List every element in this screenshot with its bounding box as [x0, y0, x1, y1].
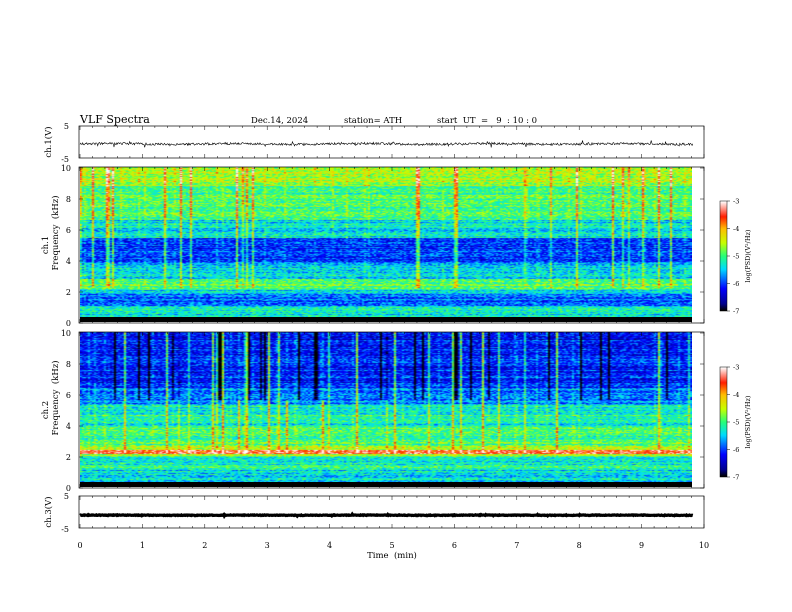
ch2-channel-label: ch.2	[41, 401, 51, 419]
time-tick-label: 6	[452, 541, 457, 550]
ch1-colorbar-ticks: -3 -4 -5 -6 -7	[727, 198, 739, 316]
frequency-tick-label: 6	[66, 391, 71, 400]
time-tick-label: 1	[140, 541, 145, 550]
ch1-zero-band	[80, 317, 692, 322]
time-tick-label: 8	[577, 541, 582, 550]
colorbar-tick-label: -4	[733, 225, 739, 233]
ch2-spectrogram-image	[80, 332, 692, 484]
ch1-colorbar-gradient	[720, 201, 727, 311]
time-tick-label: 7	[514, 541, 519, 550]
ch1-ylabel: ch.1(V)	[43, 126, 54, 157]
colorbar-tick-label: -4	[733, 391, 739, 399]
frequency-tick-label: 8	[66, 360, 71, 369]
time-tick-label: 5	[389, 541, 394, 550]
colorbar-tick-label: -6	[733, 446, 739, 454]
ch1-spectrogram-image	[80, 167, 692, 319]
ch2-frequency-ticks: 0 2 4 6 8 10	[61, 329, 704, 493]
figure-title: VLF Spectra	[79, 113, 150, 126]
ch1-spectrogram-frame	[78, 166, 705, 324]
ch3-waveform-panel: 5 -5 ch.3(V)	[43, 492, 705, 534]
frequency-tick-label: 4	[66, 422, 71, 431]
ch1-frequency-label: Frequency (kHz)	[50, 195, 61, 270]
ch3-waveform-ticks	[79, 496, 705, 528]
ch1-frequency-ticks: 0 2 4 6 8 10	[61, 164, 704, 328]
colorbar-tick-label: -3	[733, 198, 739, 206]
colorbar-tick-label: -6	[733, 280, 739, 288]
ch2-zero-band	[80, 482, 692, 487]
time-tick-label: 0	[77, 541, 82, 550]
frequency-tick-label: 10	[61, 164, 71, 173]
colorbar-tick-label: -5	[733, 253, 739, 261]
frequency-tick-label: 6	[66, 226, 71, 235]
frequency-tick-label: 2	[66, 288, 71, 297]
frequency-tick-label: 10	[61, 329, 71, 338]
ch2-spectrogram-frame	[78, 331, 705, 489]
time-tick-label: 4	[327, 541, 332, 550]
colorbar-tick-label: -5	[733, 419, 739, 427]
time-tick-label: 10	[699, 541, 709, 550]
ch2-spectrogram-ticks	[79, 332, 705, 488]
ch1-waveform-panel: 5 -5 ch.1(V)	[43, 122, 705, 164]
time-tick-label: 3	[265, 541, 270, 550]
ch1-waveform-ticks	[79, 126, 705, 158]
ch1-colorbar-label: log(PSD)(V²/Hz)	[744, 229, 752, 282]
time-tick-label: 9	[639, 541, 644, 550]
ch2-colorbar: -3 -4 -5 -6 -7 log(PSD)(V²/Hz)	[719, 364, 752, 482]
ch1-ytick-top: 5	[64, 122, 69, 131]
ch1-colorbar: -3 -4 -5 -6 -7 log(PSD)(V²/Hz)	[719, 198, 752, 316]
ch1-spectrogram-panel: 0 2 4 6 8 10 ch.1 Frequency (kHz)	[41, 164, 705, 328]
start-ut-label: start UT = 9 : 10 : 0	[437, 116, 537, 126]
time-axis-tick-labels: 0 1 2 3 4 5 6 7 8 9 10	[77, 541, 709, 550]
frequency-tick-label: 2	[66, 453, 71, 462]
ch1-ytick-bottom: -5	[61, 155, 69, 164]
ch3-ytick-top: 5	[64, 492, 69, 501]
time-tick-label: 2	[202, 541, 207, 550]
station-label: station= ATH	[344, 116, 402, 126]
colorbar-tick-label: -7	[733, 474, 739, 482]
ch3-ytick-bottom: -5	[61, 525, 69, 534]
ch3-ylabel: ch.3(V)	[43, 496, 54, 527]
ch2-colorbar-ticks: -3 -4 -5 -6 -7	[727, 364, 739, 482]
ch2-frequency-label: Frequency (kHz)	[50, 360, 61, 435]
frequency-tick-label: 0	[66, 484, 71, 493]
ch2-spectrogram-panel: 0 2 4 6 8 10 ch.2 Frequency (kHz)	[41, 329, 705, 493]
ch3-waveform-frame	[78, 495, 705, 529]
ch2-colorbar-gradient	[720, 367, 727, 477]
ch1-waveform-trace	[79, 140, 694, 148]
frequency-tick-label: 8	[66, 195, 71, 204]
colorbar-tick-label: -7	[733, 308, 739, 316]
frequency-tick-label: 4	[66, 257, 71, 266]
date-label: Dec.14, 2024	[251, 116, 308, 126]
colorbar-tick-label: -3	[733, 364, 739, 372]
ch2-colorbar-label: log(PSD)(V²/Hz)	[744, 395, 752, 448]
ch1-waveform-frame	[78, 125, 705, 159]
frequency-tick-label: 0	[66, 319, 71, 328]
ch3-waveform-trace	[79, 511, 694, 520]
ch1-channel-label: ch.1	[41, 236, 51, 254]
time-axis-label: Time (min)	[367, 550, 417, 561]
ch1-spectrogram-ticks	[79, 167, 705, 323]
